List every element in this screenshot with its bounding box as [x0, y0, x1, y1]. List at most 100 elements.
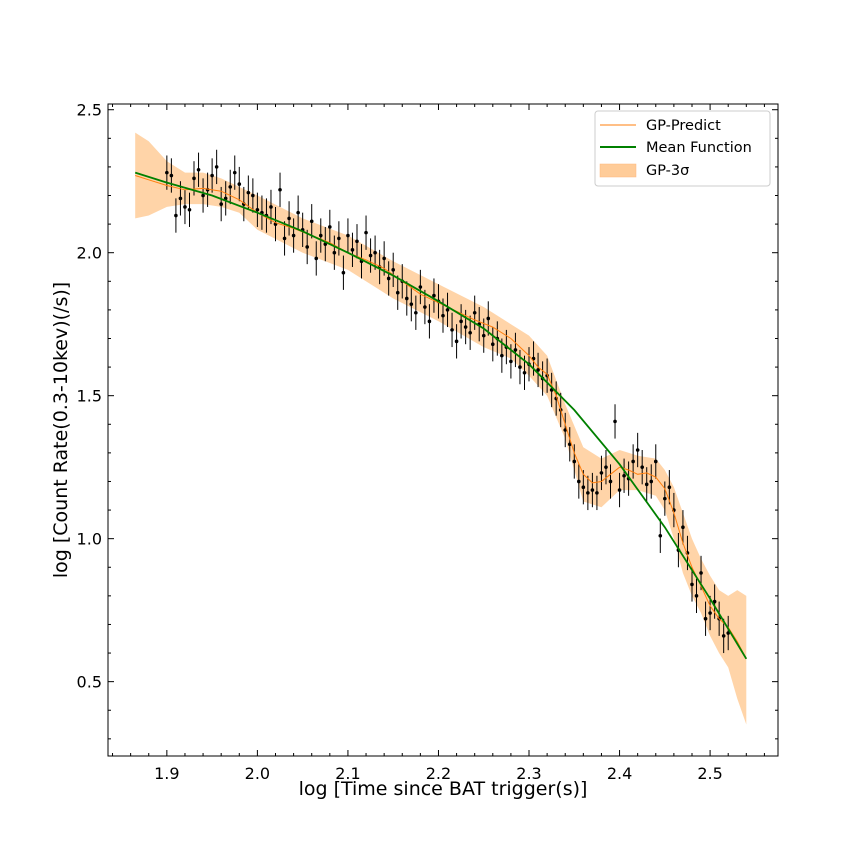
- data-point: [246, 190, 251, 195]
- data-point: [165, 170, 169, 175]
- data-point: [309, 219, 314, 224]
- data-point: [187, 208, 192, 212]
- data-point: [219, 202, 223, 206]
- data-point: [500, 353, 504, 358]
- legend-gp-band-swatch: [599, 163, 637, 178]
- legend-gp-band-label: GP-3σ: [646, 163, 689, 179]
- data-point: [644, 482, 649, 487]
- data-point: [237, 182, 242, 186]
- data-point: [486, 316, 491, 321]
- y-tick-label: 1.0: [77, 530, 102, 549]
- data-point: [305, 245, 309, 249]
- data-point: [635, 448, 640, 452]
- data-point: [604, 465, 608, 469]
- data-point: [581, 485, 586, 489]
- x-axis-label: log [Time since BAT trigger(s)]: [299, 778, 588, 800]
- data-point: [472, 310, 477, 315]
- data-point: [613, 419, 617, 424]
- data-point: [586, 491, 590, 495]
- data-point: [608, 479, 613, 484]
- data-point: [694, 594, 699, 598]
- data-point: [445, 308, 450, 312]
- y-tick-label: 2.0: [77, 244, 102, 263]
- data-point: [708, 611, 712, 615]
- x-tick-label: 2.5: [697, 764, 722, 783]
- data-point: [599, 471, 604, 475]
- data-point: [386, 276, 391, 281]
- data-point: [427, 319, 432, 324]
- data-point: [712, 599, 717, 604]
- data-point: [346, 233, 350, 238]
- data-point: [658, 534, 663, 538]
- data-point: [726, 631, 731, 635]
- data-point: [373, 250, 377, 255]
- data-point: [196, 167, 201, 172]
- data-point: [454, 339, 459, 344]
- y-axis-label: log [Count Rate(0.3-10kev)(/s)]: [50, 282, 72, 578]
- data-point: [468, 330, 472, 335]
- legend-gp-predict-label: GP-Predict: [646, 118, 721, 134]
- data-point: [255, 208, 260, 212]
- data-point: [518, 365, 522, 369]
- data-point: [663, 496, 667, 501]
- data-point: [409, 302, 414, 306]
- x-tick-label: 1.9: [154, 764, 179, 783]
- data-point: [201, 193, 205, 198]
- data-point: [296, 210, 300, 215]
- x-tick-label: 2.4: [607, 764, 632, 783]
- y-tick-label: 1.5: [77, 387, 102, 406]
- data-point: [395, 290, 400, 295]
- data-point: [232, 170, 237, 175]
- data-point: [169, 173, 174, 178]
- data-point: [631, 459, 635, 464]
- data-point: [278, 187, 282, 192]
- data-point: [328, 225, 332, 229]
- data-point: [355, 239, 359, 244]
- data-point: [223, 196, 228, 201]
- data-point: [572, 459, 577, 464]
- data-point: [291, 233, 296, 238]
- legend: GP-Predict Mean Function GP-3σ: [594, 110, 771, 187]
- data-point: [563, 428, 568, 432]
- data-point: [590, 488, 595, 492]
- data-point: [699, 571, 703, 575]
- data-point: [617, 488, 622, 492]
- data-point: [178, 196, 183, 201]
- data-point: [681, 525, 685, 530]
- data-point: [282, 236, 287, 241]
- plot-frame: [107, 103, 779, 757]
- data-point: [690, 582, 694, 587]
- data-point: [418, 285, 423, 289]
- data-point: [183, 205, 187, 209]
- data-point: [391, 268, 396, 272]
- x-tick-label: 2.3: [516, 764, 541, 783]
- data-point: [432, 293, 436, 298]
- data-point: [287, 216, 291, 221]
- x-tick-label: 2.1: [335, 764, 360, 783]
- data-point: [490, 342, 495, 347]
- data-point: [350, 248, 355, 252]
- y-tick-label: 0.5: [77, 673, 102, 692]
- data-point: [450, 328, 454, 332]
- data-point: [459, 319, 463, 324]
- data-point: [649, 479, 654, 484]
- gp-predict-line: [135, 175, 747, 660]
- data-point: [522, 371, 527, 375]
- mean-function-line: [134, 171, 748, 660]
- data-point: [441, 313, 445, 318]
- data-point: [364, 230, 368, 235]
- data-point: [269, 205, 273, 209]
- data-point: [536, 368, 540, 372]
- plot-area: [134, 132, 748, 725]
- data-point: [414, 310, 418, 315]
- data-point: [368, 253, 373, 258]
- data-point: [228, 185, 233, 189]
- data-point: [481, 333, 486, 338]
- data-point: [214, 165, 219, 169]
- y-tick-label: 2.5: [77, 101, 102, 120]
- data-point: [337, 236, 341, 241]
- data-point: [567, 442, 572, 447]
- data-point: [509, 359, 513, 364]
- data-point: [577, 479, 581, 484]
